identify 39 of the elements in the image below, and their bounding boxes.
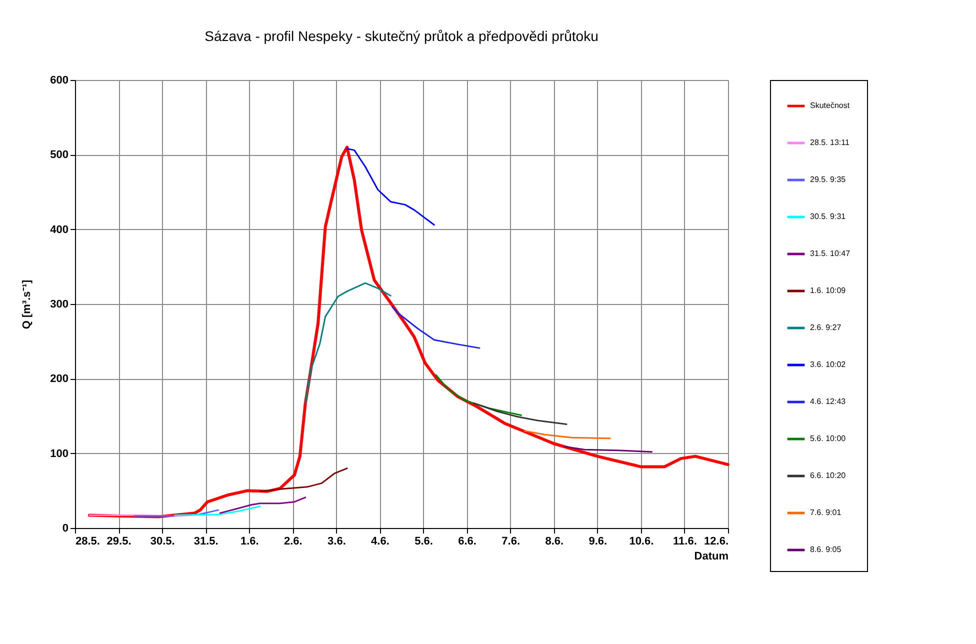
legend-label: 31.5. 10:47 <box>810 249 851 258</box>
legend-label: 29.5. 9:35 <box>810 175 846 184</box>
y-tick-label: 0 <box>62 522 68 534</box>
legend-label: 1.6. 10:09 <box>810 286 846 295</box>
y-tick-label: 400 <box>50 224 68 236</box>
y-tick-label: 600 <box>50 74 68 86</box>
x-tick-label: 9.6. <box>588 536 608 548</box>
x-tick-label: 11.6. <box>673 536 697 548</box>
x-tick-label: 4.6. <box>371 536 390 548</box>
y-tick-label: 200 <box>50 373 68 386</box>
x-tick-label: 1.6. <box>240 536 259 548</box>
x-tick-label: 6.6. <box>458 536 476 548</box>
legend-label: 2.6. 9:27 <box>810 323 842 332</box>
x-tick-label: 8.6. <box>545 536 564 548</box>
x-tick-label: 7.6. <box>502 536 520 548</box>
x-axis-title: Datum <box>694 550 729 562</box>
legend-label: 8.6. 9:05 <box>810 545 842 554</box>
x-tick-label: 30.5. <box>150 536 175 548</box>
legend-label: Skutečnost <box>810 101 850 110</box>
legend-label: 5.6. 10:00 <box>810 434 846 443</box>
x-tick-label: 3.6. <box>328 536 346 548</box>
x-tick-label: 12.6. <box>704 536 728 548</box>
x-tick-label: 28.5. <box>76 536 100 548</box>
legend-label: 3.6. 10:02 <box>810 360 846 369</box>
y-tick-label: 300 <box>50 298 68 310</box>
y-tick-label: 500 <box>50 149 68 162</box>
x-tick-label: 10.6. <box>629 536 654 548</box>
y-tick-label: 100 <box>50 448 68 460</box>
x-tick-label: 31.5. <box>194 536 218 548</box>
legend-label: 6.6. 10:20 <box>810 471 846 480</box>
legend-label: 7.6. 9:01 <box>810 508 842 517</box>
x-tick-label: 29.5. <box>106 536 132 548</box>
chart-title: Sázava - profil Nespeky - skutečný průtok a předpovědi průtoku <box>204 28 598 44</box>
legend-label: 28.5. 13:11 <box>810 138 850 147</box>
y-axis-title: Q [m³.s⁻¹] <box>21 280 34 330</box>
legend-label: 30.5. 9:31 <box>810 212 846 221</box>
legend-label: 4.6. 12:43 <box>810 397 846 406</box>
x-tick-label: 2.6. <box>284 536 302 548</box>
x-tick-label: 5.6. <box>414 536 433 548</box>
